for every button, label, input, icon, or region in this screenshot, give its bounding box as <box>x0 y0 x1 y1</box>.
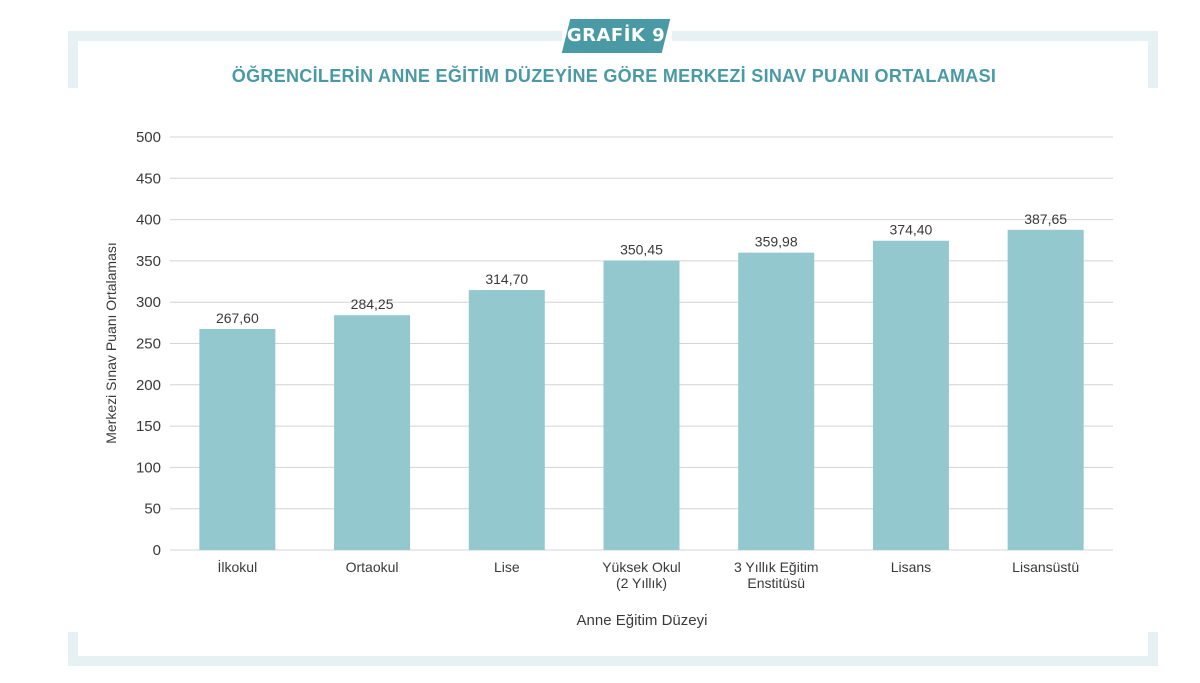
y-tick-label: 350 <box>136 253 161 270</box>
frame-right-top <box>1148 31 1158 88</box>
chart-badge: GRAFİK 9 <box>566 25 666 46</box>
y-tick-label: 100 <box>136 459 161 476</box>
bar <box>1007 229 1084 551</box>
y-tick-label: 50 <box>144 501 161 518</box>
frame-left-top <box>68 31 78 88</box>
frame-bottom <box>68 656 1158 666</box>
frame-top-left <box>68 31 562 41</box>
data-label: 267,60 <box>216 310 259 326</box>
x-tick-label: İlkokul <box>218 558 258 575</box>
frame-right-bottom <box>1148 632 1158 666</box>
bar <box>334 315 411 550</box>
data-label: 374,40 <box>890 222 933 238</box>
data-label: 359,98 <box>755 234 798 250</box>
frame-top-right <box>672 31 1158 41</box>
bar <box>468 290 545 550</box>
data-label: 387,65 <box>1024 211 1067 227</box>
y-tick-label: 450 <box>136 170 161 187</box>
data-label: 314,70 <box>485 271 528 287</box>
data-label: 284,25 <box>351 296 394 312</box>
x-tick-label: Lise <box>494 559 520 575</box>
x-tick-label: Lisans <box>891 559 931 575</box>
y-tick-label: 500 <box>136 129 161 146</box>
x-axis-title: Anne Eğitim Düzeyi <box>576 612 708 629</box>
x-tick-label: Lisansüstü <box>1012 559 1079 575</box>
x-tick-label: 3 Yıllık Eğitim <box>734 559 819 575</box>
y-tick-label: 150 <box>136 418 161 435</box>
y-tick-label: 400 <box>136 212 161 229</box>
data-label: 350,45 <box>620 242 663 258</box>
y-tick-label: 200 <box>136 377 161 394</box>
x-tick-label: Yüksek Okul <box>602 559 681 575</box>
bar <box>603 260 680 550</box>
y-tick-label: 300 <box>136 294 161 311</box>
x-tick-label: (2 Yıllık) <box>616 575 667 591</box>
bar <box>872 240 949 550</box>
chart-title: ÖĞRENCİLERİN ANNE EĞİTİM DÜZEYİNE GÖRE M… <box>231 66 997 86</box>
y-tick-label: 0 <box>153 542 161 559</box>
x-tick-label: Enstitüsü <box>747 575 805 591</box>
y-tick-label: 250 <box>136 336 161 353</box>
y-axis-title: Merkezi Sınav Puanı Ortalaması <box>103 242 119 444</box>
x-tick-label: Ortaokul <box>346 559 399 575</box>
bar <box>199 328 276 550</box>
bar <box>738 252 815 550</box>
frame-left-bottom <box>68 632 78 666</box>
